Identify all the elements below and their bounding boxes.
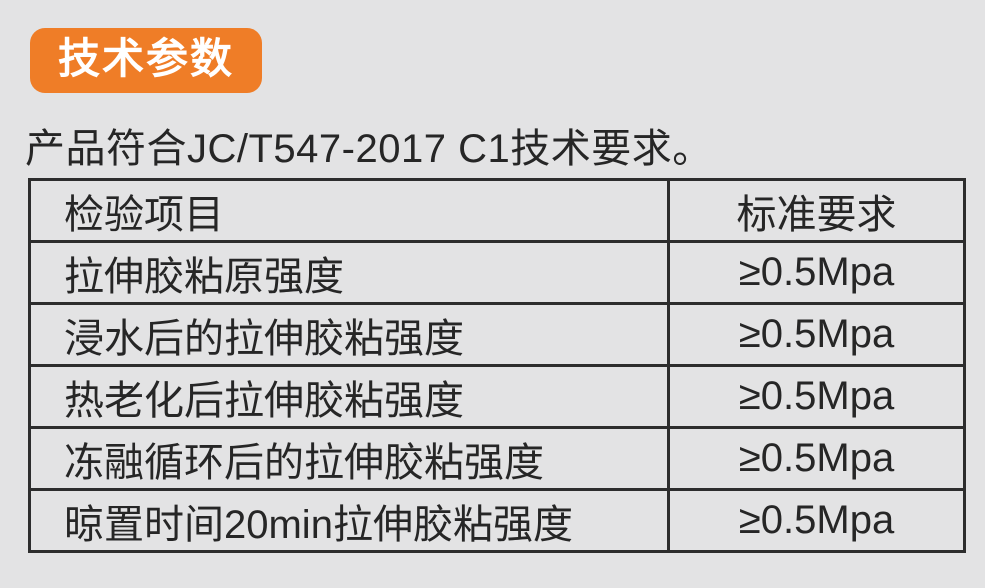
column-header-standard-requirement: 标准要求 <box>667 178 966 243</box>
requirement-cell: ≥0.5Mpa <box>667 488 966 553</box>
table-header-row: 检验项目 标准要求 <box>28 178 966 243</box>
intro-text: 产品符合JC/T547-2017 C1技术要求。 <box>25 127 713 171</box>
section-badge: 技术参数 <box>30 28 263 93</box>
requirement-cell: ≥0.5Mpa <box>667 364 966 429</box>
requirement-cell: ≥0.5Mpa <box>667 240 966 305</box>
inspection-item-cell: 晾置时间20min拉伸胶粘强度 <box>28 488 670 553</box>
spec-table: 检验项目 标准要求 拉伸胶粘原强度 ≥0.5Mpa 浸水后的拉伸胶粘强度 ≥0.… <box>28 178 966 553</box>
table-row: 拉伸胶粘原强度 ≥0.5Mpa <box>28 240 966 305</box>
table-row: 热老化后拉伸胶粘强度 ≥0.5Mpa <box>28 364 966 429</box>
section-badge-label: 技术参数 <box>58 34 235 82</box>
table-row: 浸水后的拉伸胶粘强度 ≥0.5Mpa <box>28 302 966 367</box>
inspection-item-cell: 浸水后的拉伸胶粘强度 <box>28 302 670 367</box>
inspection-item-cell: 拉伸胶粘原强度 <box>28 240 670 305</box>
table-row: 冻融循环后的拉伸胶粘强度 ≥0.5Mpa <box>28 426 966 491</box>
requirement-cell: ≥0.5Mpa <box>667 426 966 491</box>
inspection-item-cell: 冻融循环后的拉伸胶粘强度 <box>28 426 670 491</box>
column-header-inspection-item: 检验项目 <box>28 178 670 243</box>
inspection-item-cell: 热老化后拉伸胶粘强度 <box>28 364 670 429</box>
table-row: 晾置时间20min拉伸胶粘强度 ≥0.5Mpa <box>28 488 966 553</box>
requirement-cell: ≥0.5Mpa <box>667 302 966 367</box>
